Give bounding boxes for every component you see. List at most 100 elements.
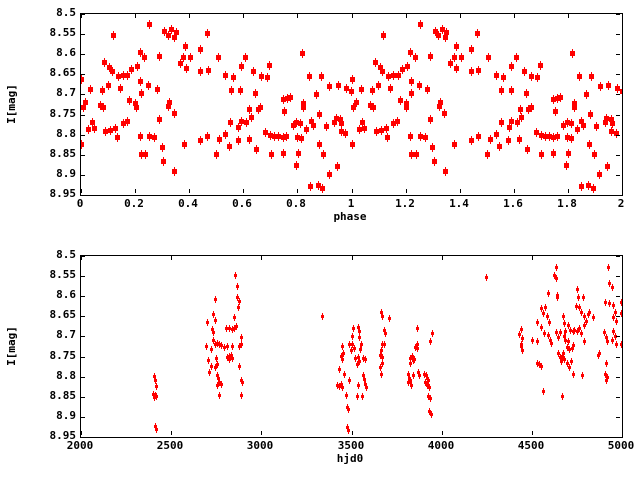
data-point (237, 304, 240, 311)
data-point (385, 133, 390, 142)
data-point (614, 333, 617, 340)
data-point (298, 119, 303, 128)
data-point (559, 354, 562, 361)
data-point (214, 296, 217, 303)
data-point (238, 86, 243, 95)
data-point (565, 133, 570, 142)
data-point (111, 31, 116, 40)
data-point (620, 341, 622, 348)
data-point (384, 124, 389, 133)
data-point (551, 149, 556, 158)
data-point (107, 63, 112, 72)
data-point (344, 84, 349, 93)
data-point (410, 382, 413, 389)
y-tick-mark (616, 417, 620, 418)
data-point (506, 136, 511, 145)
y-tick-label: 8.65 (49, 66, 77, 79)
data-point (155, 393, 158, 400)
data-point (218, 392, 221, 399)
x-tick-mark (514, 14, 515, 18)
data-point (570, 49, 575, 58)
data-point (581, 121, 586, 130)
data-point (549, 337, 552, 344)
data-point (357, 382, 360, 389)
data-point (606, 374, 609, 381)
data-point (281, 133, 286, 142)
data-point (562, 350, 565, 357)
data-point (376, 81, 381, 90)
data-point (409, 355, 412, 362)
data-point (342, 350, 345, 357)
data-point (426, 375, 429, 382)
data-point (208, 369, 211, 376)
data-point (555, 132, 560, 141)
data-point (233, 325, 236, 332)
y-tick-mark (81, 397, 85, 398)
data-point (604, 114, 609, 123)
x-tick-label: 2000 (66, 439, 94, 452)
data-point (569, 134, 574, 143)
data-point (548, 319, 551, 326)
x-tick-mark (189, 189, 190, 193)
data-point (115, 133, 120, 142)
data-point (418, 372, 421, 379)
data-point (336, 382, 339, 389)
data-point (356, 393, 359, 400)
x-tick-mark (514, 189, 515, 193)
y-tick-mark (616, 175, 620, 176)
data-point (514, 53, 519, 62)
data-point (430, 411, 433, 418)
x-tick-label: 5000 (607, 439, 635, 452)
data-point (418, 20, 423, 29)
x-tick-mark (189, 14, 190, 18)
data-point (540, 363, 543, 370)
data-point (501, 73, 506, 82)
data-point (524, 89, 529, 98)
data-point (525, 145, 530, 154)
y-tick-mark (81, 357, 85, 358)
data-point (534, 128, 539, 137)
data-point (296, 149, 301, 158)
data-point (153, 394, 156, 401)
y-tick-label: 8.6 (56, 288, 76, 301)
x-tick-label: 4500 (517, 439, 545, 452)
data-point (354, 355, 357, 362)
data-point (230, 352, 233, 359)
data-point (438, 98, 443, 107)
data-point (569, 119, 574, 128)
data-point (228, 356, 231, 363)
x-tick-label: 0.8 (286, 197, 306, 210)
data-point (110, 67, 115, 76)
data-point (152, 133, 157, 142)
data-point (356, 361, 359, 368)
data-point (564, 337, 567, 344)
x-tick-mark (352, 431, 353, 435)
data-point (118, 84, 123, 93)
y-tick-label: 8.6 (56, 46, 76, 59)
data-point (547, 332, 550, 339)
data-point (603, 118, 608, 127)
data-point (612, 302, 615, 309)
data-point (611, 284, 614, 291)
data-point (284, 132, 289, 141)
x-tick-mark (568, 189, 569, 193)
phased-plot-y-axis-label: I[mag] (5, 84, 18, 124)
y-tick-mark (616, 14, 620, 15)
data-point (567, 338, 570, 345)
data-point (378, 63, 383, 72)
y-tick-mark (81, 276, 85, 277)
data-point (529, 103, 534, 112)
data-point (304, 125, 309, 134)
data-point (374, 127, 379, 136)
data-point (291, 121, 296, 130)
x-tick-mark (460, 14, 461, 18)
data-point (515, 118, 520, 127)
data-point (615, 84, 620, 93)
data-point (172, 33, 177, 42)
x-tick-mark (352, 189, 353, 193)
data-point (341, 384, 344, 391)
y-tick-label: 8.8 (56, 369, 76, 382)
data-point (157, 115, 162, 124)
data-point (605, 377, 608, 384)
